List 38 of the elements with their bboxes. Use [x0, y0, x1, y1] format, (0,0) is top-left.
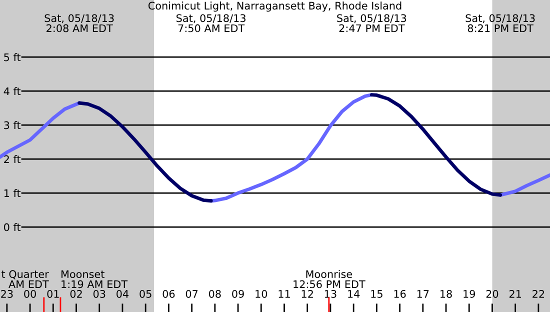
x-tick-label: 05 [140, 290, 152, 298]
chart-title: Conimicut Light, Narragansett Bay, Rhode Island [148, 2, 402, 12]
x-tick-label: 15 [371, 290, 382, 298]
x-tick-label: 19 [464, 290, 476, 298]
x-tick-label: 00 [24, 290, 36, 298]
x-tick-label: 07 [186, 290, 198, 298]
x-tick-label: 02 [70, 290, 82, 298]
annotation: Sat, 05/18/13 2:08 AM EDT [44, 14, 114, 32]
ref-line-label: t Quarter AM EDT [2, 270, 49, 288]
x-tick-label: 12 [302, 290, 313, 298]
x-tick-label: 18 [440, 290, 452, 298]
annotation: Sat, 05/18/13 7:50 AM EDT [176, 14, 246, 32]
x-tick-label: 14 [348, 290, 360, 298]
x-tick-label: 17 [417, 290, 429, 298]
x-tick-label: 03 [93, 290, 106, 298]
x-tick-label: 10 [256, 290, 268, 298]
x-tick-label: 13 [324, 290, 336, 298]
x-tick-label: 16 [394, 290, 406, 298]
x-tick-label: 23 [1, 290, 13, 298]
x-tick-label: 04 [116, 290, 129, 298]
x-tick-label: 01 [47, 290, 59, 298]
x-tick-label: 11 [278, 290, 290, 298]
x-tick-label: 09 [232, 290, 244, 298]
ref-line-label: Moonrise 12:56 PM EDT [294, 270, 366, 288]
y-tick-label: 0 ft [4, 223, 21, 232]
y-tick-label: 2 ft [4, 155, 21, 164]
x-tick-label: 08 [208, 290, 221, 298]
x-tick-label: 20 [486, 290, 498, 298]
annotation: Sat, 05/18/13 8:21 PM EDT [466, 14, 535, 32]
x-tick-label: 22 [532, 290, 544, 298]
y-tick-label: 5 ft [4, 53, 21, 62]
x-tick-label: 21 [509, 290, 521, 298]
x-tick-label: 06 [162, 290, 175, 298]
annotation: Sat, 05/18/13 2:47 PM EDT [337, 14, 406, 32]
y-tick-label: 1 ft [4, 189, 21, 198]
ref-line-label: Moonset 1:19 AM EDT [61, 270, 128, 288]
y-tick-label: 3 ft [4, 121, 21, 130]
y-tick-label: 4 ft [4, 87, 21, 96]
